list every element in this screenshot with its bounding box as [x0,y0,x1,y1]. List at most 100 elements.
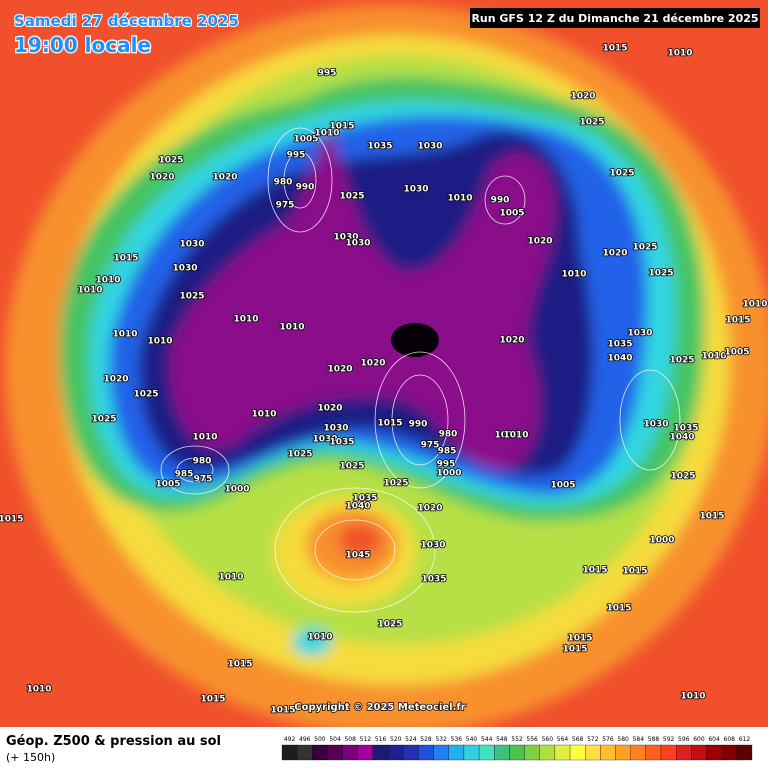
isobar-label: 1020 [527,237,552,247]
legend-label: 608 [724,736,736,743]
legend-label: 492 [284,736,296,743]
isobar-label: 1010 [680,692,705,702]
isobar-label: 1010 [561,270,586,280]
legend-label: 528 [420,736,432,743]
legend-swatch [524,744,540,761]
field [0,0,768,735]
legend-swatch [645,744,662,761]
legend-swatch [297,744,313,761]
isobar-label: 1000 [649,536,674,546]
isobar-label: 1010 [192,433,217,443]
isobar-label: 1010 [742,300,767,310]
isobar-label: 1025 [383,479,408,489]
valid-time: 19:00 locale [14,33,151,57]
legend-swatch [600,744,616,761]
legend-label: 536 [451,736,463,743]
isobar-label: 980 [193,457,212,467]
isobar-label: 990 [296,183,315,193]
legend-label: 508 [344,736,356,743]
legend-swatch [327,744,343,761]
valid-date: Samedi 27 décembre 2025 [14,12,239,30]
isobar-label: 1015 [270,706,295,716]
isobar-label: 1010 [447,194,472,204]
legend-swatch [736,744,753,761]
legend-label: 504 [329,736,341,743]
legend-swatch [585,744,601,761]
isobar-label: 1035 [421,575,446,585]
legend-swatch [342,744,358,761]
isobar-label: 1030 [333,233,358,243]
isobar-label: 1015 [567,634,592,644]
isobar-label: 1025 [632,243,657,253]
legend-label: 576 [602,736,614,743]
run-info: Run GFS 12 Z du Dimanche 21 décembre 202… [471,12,758,25]
isobar-label: 1020 [317,404,342,414]
isobar-label: 1015 [699,512,724,522]
isobar-label: 1015 [582,566,607,576]
isobar-label: 1020 [570,92,595,102]
legend-swatch [706,744,722,761]
legend-swatch [569,744,586,761]
legend-swatch [494,744,510,761]
isobar-label: 990 [409,420,428,430]
isobar-label: 1000 [436,469,461,479]
isobar-label: 1040 [607,354,632,364]
legend-swatch [691,744,707,761]
isobar-label: 1015 [562,645,587,655]
legend-label: 544 [481,736,493,743]
legend-label: 500 [314,736,326,743]
legend-label: 612 [739,736,751,743]
legend-label: 600 [693,736,705,743]
lead-time: (+ 150h) [6,751,55,764]
isobar-labels: 995 1015 1010 1020 1015 1035 1030 1025 1025 1020 1… [0,43,768,717]
legend-swatch [676,744,692,761]
legend-label: 552 [511,736,523,743]
isobar-label: 1025 [339,192,364,202]
isobar-label: 1010 [112,330,137,340]
isobar-label: 1040 [345,502,370,512]
legend-swatch [281,744,298,761]
isobar-label: 1010 [147,337,172,347]
isobar-label: 1025 [133,390,158,400]
legend-label: 548 [496,736,508,743]
legend-swatch [539,744,556,761]
isobar-label: 1020 [602,249,627,259]
isobar-label: 1005 [724,348,749,358]
isobar-label: 1010 [251,410,276,420]
isobar-label: 1015 [725,316,750,326]
isobar-label: 1010 [26,685,51,695]
isobar-label: 1005 [155,480,180,490]
isobar-label: 1010 [503,431,528,441]
isobar-label: 1010 [95,276,120,286]
isobar-label: 1030 [179,240,204,250]
isobar-label: 1015 [113,254,138,264]
legend-swatch [660,744,677,761]
isobar-label: 975 [421,441,440,451]
isobar-label: 985 [175,470,194,480]
legend-swatch [387,744,404,761]
isobar-label: 1040 [669,433,694,443]
isobar-label: 1030 [172,264,197,274]
isobar-label: 1005 [499,209,524,219]
map-title: Géop. Z500 & pression au sol [6,734,221,749]
legend: 492 496 500 504 508 512 516 520 524 528 532 536 540 5… [281,736,753,761]
legend-label: 540 [466,736,478,743]
isobar-label: 1015 [622,567,647,577]
isobar-label: 1020 [327,365,352,375]
isobar-label: 1035 [673,424,698,434]
isobar-label: 1025 [179,292,204,302]
isobar-label: 1025 [648,269,673,279]
run-box [470,8,760,28]
isobar-label: 1025 [669,356,694,366]
isobar-label: 1015 [377,419,402,429]
isobar-label: 1035 [367,142,392,152]
isobar-label: 990 [491,196,510,206]
legend-swatch [615,744,631,761]
legend-label: 596 [678,736,690,743]
isobar-label: 995 [437,460,456,470]
legend-label: 592 [663,736,675,743]
legend-label: 572 [587,736,599,743]
legend-swatch [721,744,737,761]
isobar-label: 1025 [377,620,402,630]
isobar-label: 1025 [579,118,604,128]
